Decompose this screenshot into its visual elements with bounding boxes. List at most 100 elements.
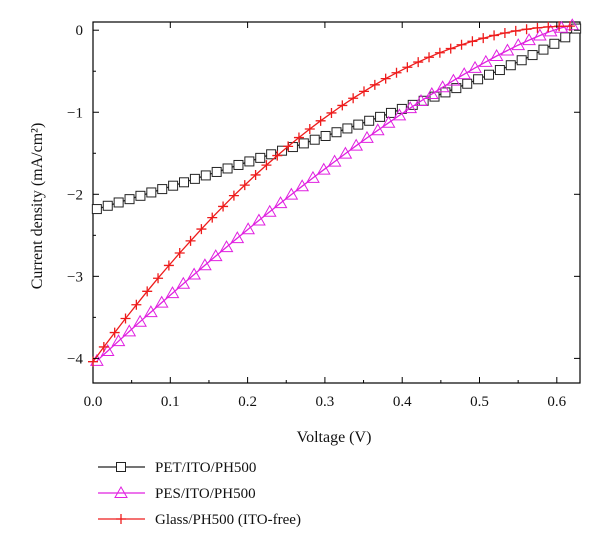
data-point bbox=[473, 74, 484, 85]
data-point bbox=[380, 73, 391, 84]
data-point bbox=[122, 324, 137, 337]
data-point bbox=[331, 127, 342, 138]
data-point bbox=[189, 173, 200, 184]
data-point bbox=[483, 69, 494, 80]
data-point bbox=[109, 327, 120, 338]
data-point bbox=[414, 94, 428, 107]
data-point bbox=[252, 213, 266, 226]
data-point bbox=[144, 305, 158, 318]
x-axis-label: Voltage (V) bbox=[297, 429, 372, 446]
y-axis: 0 −1 −2 −3 −4 bbox=[67, 23, 580, 367]
y-tick-label: −4 bbox=[67, 351, 83, 367]
data-point bbox=[360, 130, 374, 143]
data-point bbox=[538, 44, 549, 55]
data-point bbox=[163, 260, 174, 271]
data-point bbox=[434, 47, 445, 58]
data-point bbox=[521, 24, 532, 35]
data-point bbox=[560, 32, 571, 43]
data-point bbox=[392, 108, 407, 121]
x-tick-label: 0.5 bbox=[470, 394, 489, 410]
data-point bbox=[306, 170, 320, 183]
data-point bbox=[315, 115, 326, 126]
data-point bbox=[233, 159, 244, 170]
data-point bbox=[211, 166, 222, 177]
data-point bbox=[293, 132, 304, 143]
data-point bbox=[262, 204, 277, 217]
y-tick-label: −3 bbox=[67, 269, 83, 285]
data-point bbox=[549, 38, 560, 49]
data-point bbox=[571, 23, 582, 34]
data-point bbox=[467, 36, 478, 47]
data-point bbox=[349, 138, 364, 151]
data-point bbox=[283, 141, 294, 152]
data-point bbox=[327, 154, 342, 167]
data-point bbox=[500, 43, 515, 56]
data-point bbox=[510, 25, 521, 36]
data-point bbox=[266, 149, 277, 160]
data-point bbox=[207, 212, 218, 223]
data-point bbox=[222, 163, 233, 174]
x-tick-label: 0.1 bbox=[161, 394, 180, 410]
data-point bbox=[124, 194, 135, 205]
data-point bbox=[554, 21, 565, 32]
legend-label: PES/ITO/PH500 bbox=[155, 486, 256, 502]
data-point bbox=[403, 101, 418, 114]
data-point bbox=[219, 240, 234, 253]
data-point bbox=[358, 86, 369, 97]
y-tick-label: −2 bbox=[67, 187, 83, 203]
data-point bbox=[402, 62, 413, 73]
data-point bbox=[100, 343, 115, 356]
x-tick-label: 0.3 bbox=[316, 394, 335, 410]
series-0 bbox=[91, 23, 582, 215]
data-point bbox=[424, 52, 435, 63]
data-point bbox=[326, 107, 337, 118]
series-line bbox=[96, 24, 573, 362]
data-point bbox=[98, 341, 109, 352]
data-point bbox=[478, 33, 489, 44]
data-point bbox=[391, 67, 402, 78]
data-point bbox=[111, 334, 126, 347]
data-point bbox=[478, 54, 493, 67]
data-point bbox=[440, 87, 451, 98]
plot-frame bbox=[92, 21, 581, 384]
data-point bbox=[244, 156, 255, 167]
data-point bbox=[385, 107, 396, 118]
data-point bbox=[468, 60, 482, 73]
data-point bbox=[413, 57, 424, 68]
data-point bbox=[532, 22, 543, 33]
data-point bbox=[499, 27, 510, 38]
data-point bbox=[261, 160, 272, 171]
data-point bbox=[456, 39, 467, 50]
data-point bbox=[287, 142, 298, 153]
data-point bbox=[457, 67, 472, 80]
data-point bbox=[369, 79, 380, 90]
data-point bbox=[179, 177, 190, 188]
data-point bbox=[131, 299, 142, 310]
data-point bbox=[342, 123, 353, 134]
data-point bbox=[564, 21, 575, 32]
data-point bbox=[462, 78, 473, 89]
data-point bbox=[370, 123, 385, 136]
data-point bbox=[364, 115, 375, 126]
data-point bbox=[284, 187, 299, 200]
data-point bbox=[505, 60, 516, 71]
series-2 bbox=[88, 21, 575, 367]
data-point bbox=[200, 170, 211, 181]
data-point bbox=[174, 248, 185, 259]
data-point bbox=[446, 73, 461, 86]
data-point bbox=[511, 38, 526, 51]
data-point bbox=[176, 276, 191, 289]
data-point bbox=[133, 314, 147, 327]
x-axis: 0.0 0.1 0.2 0.3 0.4 0.5 0.6 bbox=[84, 22, 567, 410]
data-point bbox=[381, 115, 396, 128]
x-tick-label: 0.2 bbox=[238, 394, 257, 410]
legend-marker bbox=[114, 485, 128, 498]
data-point bbox=[250, 169, 261, 180]
legend-label: PET/ITO/PH500 bbox=[155, 460, 256, 476]
x-tick-label: 0.4 bbox=[393, 394, 412, 410]
data-point bbox=[273, 196, 288, 209]
data-point bbox=[187, 267, 201, 280]
plot-area bbox=[88, 18, 582, 384]
data-point bbox=[239, 180, 250, 191]
